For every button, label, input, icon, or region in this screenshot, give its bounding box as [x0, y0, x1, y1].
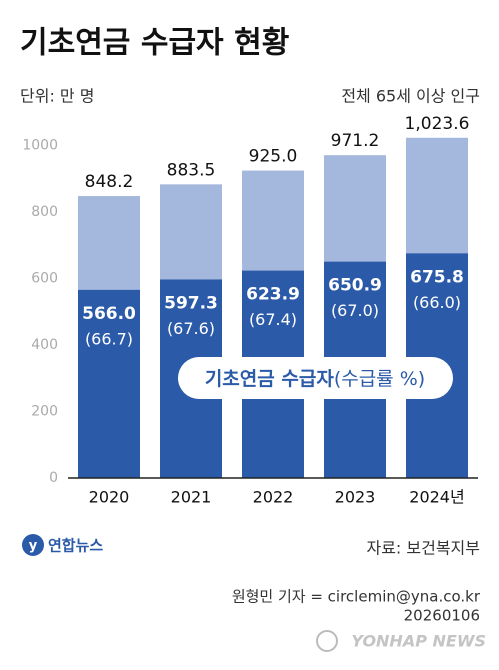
rate-label: (66.0) — [413, 293, 461, 312]
rate-label: (67.0) — [331, 301, 379, 320]
logo: y 연합뉴스 — [22, 534, 103, 556]
legend: 기초연금 수급자(수급률 %) — [205, 368, 425, 390]
value-label: 566.0 — [82, 304, 136, 324]
rate-label: (66.7) — [85, 329, 133, 348]
watermark-icon — [316, 630, 338, 652]
bar — [78, 289, 140, 478]
logo-icon-letter: y — [29, 539, 38, 554]
plot: 0 200 400 600 800 1000 848.2 566.0 (66.7) 2020 883… — [22, 114, 469, 507]
x-tick-label: 2021 — [171, 488, 212, 507]
legend-box — [178, 357, 453, 399]
legend-label: (수급률 %) — [334, 368, 425, 390]
unit-label: 단위: 만 명 — [20, 87, 94, 106]
rate-label: (67.4) — [249, 310, 297, 329]
value-label: 883.5 — [167, 160, 216, 180]
watermark: YONHAP NEWS — [351, 632, 486, 651]
x-tick-label: 2023 — [335, 488, 376, 507]
rate-label: (67.6) — [167, 319, 215, 338]
value-label: 848.2 — [85, 172, 134, 192]
source: 자료: 보건복지부 — [366, 539, 480, 558]
y-tick-label: 0 — [49, 470, 58, 486]
value-label: 650.9 — [328, 276, 382, 296]
value-label: 675.8 — [410, 267, 464, 287]
value-label: 925.0 — [249, 147, 298, 167]
value-label: 1,023.6 — [405, 114, 470, 134]
y-tick-label: 1000 — [22, 138, 58, 154]
credit: 원형민 기자 = circlemin@yna.co.kr — [232, 588, 481, 606]
value-label: 623.9 — [246, 285, 300, 305]
y-tick-label: 600 — [31, 271, 58, 287]
y-tick-label: 800 — [31, 204, 58, 220]
x-tick-label: 2022 — [253, 488, 294, 507]
date: 20260106 — [404, 607, 480, 625]
value-label: 971.2 — [331, 131, 380, 151]
logo-icon — [22, 534, 44, 556]
x-tick-label: 2020 — [89, 488, 130, 507]
chart-title: 기초연금 수급자 현황 — [20, 26, 289, 61]
y-tick-label: 400 — [31, 337, 58, 353]
logo-text: 연합뉴스 — [48, 537, 103, 555]
x-tick-label: 2024년 — [409, 488, 464, 507]
value-label: 597.3 — [164, 293, 218, 313]
y-tick-label: 200 — [31, 404, 58, 420]
series-legend: 전체 65세 이상 인구 — [341, 87, 480, 106]
legend-label: 기초연금 수급자 — [205, 368, 334, 390]
